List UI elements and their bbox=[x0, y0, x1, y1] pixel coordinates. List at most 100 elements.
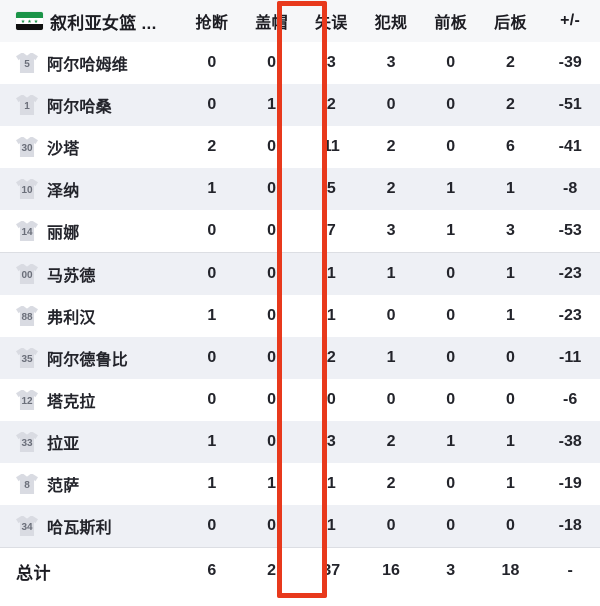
table-row[interactable]: 10 泽纳 1 0 5 2 1 1 -8 bbox=[0, 168, 600, 210]
cell-fouls: 0 bbox=[386, 517, 396, 534]
cell-oreb: 0 bbox=[446, 307, 456, 324]
table-row[interactable]: 8 范萨 1 1 1 2 0 1 -19 bbox=[0, 463, 600, 505]
totals-steals: 6 bbox=[207, 562, 217, 579]
cell-turnovers: 3 bbox=[326, 54, 336, 71]
table-row[interactable]: 5 阿尔哈姆维 0 0 3 3 0 2 -39 bbox=[0, 42, 600, 84]
cell-plusminus: -53 bbox=[558, 222, 582, 239]
cell-turnovers: 1 bbox=[326, 517, 336, 534]
cell-steals: 0 bbox=[207, 222, 217, 239]
cell-plusminus: -19 bbox=[558, 475, 582, 492]
totals-turnovers: 37 bbox=[322, 562, 341, 579]
jersey-number: 10 bbox=[21, 184, 33, 196]
cell-blocks: 0 bbox=[267, 265, 277, 282]
cell-steals: 1 bbox=[207, 433, 217, 450]
player-cell[interactable]: 33 拉亚 bbox=[0, 430, 182, 454]
cell-oreb: 0 bbox=[446, 96, 456, 113]
table-row[interactable]: 30 沙塔 2 0 11 2 0 6 -41 bbox=[0, 126, 600, 168]
cell-blocks: 1 bbox=[267, 96, 277, 113]
table-row[interactable]: 35 阿尔德鲁比 0 0 2 1 0 0 -11 bbox=[0, 337, 600, 379]
cell-plusminus: -18 bbox=[558, 517, 582, 534]
cell-blocks: 0 bbox=[267, 138, 277, 155]
column-header-dreb[interactable]: 后板 bbox=[494, 15, 527, 32]
cell-plusminus: -8 bbox=[563, 180, 578, 197]
cell-dreb: 1 bbox=[506, 475, 515, 492]
jersey-number: 1 bbox=[24, 100, 30, 112]
player-cell[interactable]: 8 范萨 bbox=[0, 472, 182, 496]
totals-plusminus: - bbox=[567, 562, 573, 579]
column-header-steals[interactable]: 抢断 bbox=[195, 15, 229, 32]
table-row[interactable]: 1 阿尔哈桑 0 1 2 0 0 2 -51 bbox=[0, 84, 600, 126]
totals-label: 总计 bbox=[16, 563, 51, 583]
cell-steals: 0 bbox=[207, 54, 217, 71]
cell-plusminus: -51 bbox=[558, 96, 582, 113]
player-name: 塔克拉 bbox=[47, 394, 96, 411]
player-cell[interactable]: 34 哈瓦斯利 bbox=[0, 514, 182, 538]
jersey-number: 88 bbox=[21, 311, 33, 323]
team-header-cell[interactable]: 叙利亚女篮 ... bbox=[0, 9, 182, 34]
cell-fouls: 3 bbox=[386, 222, 396, 239]
column-header-fouls[interactable]: 犯规 bbox=[374, 15, 408, 32]
cell-oreb: 0 bbox=[446, 391, 456, 408]
cell-dreb: 2 bbox=[506, 54, 515, 71]
cell-turnovers: 5 bbox=[326, 180, 336, 197]
cell-blocks: 0 bbox=[267, 307, 277, 324]
table-row[interactable]: 12 塔克拉 0 0 0 0 0 0 -6 bbox=[0, 379, 600, 421]
table-row[interactable]: 34 哈瓦斯利 0 0 1 0 0 0 -18 bbox=[0, 505, 600, 547]
jersey-icon: 10 bbox=[16, 179, 38, 199]
cell-fouls: 3 bbox=[386, 54, 396, 71]
player-name: 哈瓦斯利 bbox=[47, 520, 112, 537]
table-row[interactable]: 14 丽娜 0 0 7 3 1 3 -53 bbox=[0, 210, 600, 253]
player-cell[interactable]: 14 丽娜 bbox=[0, 219, 182, 243]
cell-plusminus: -38 bbox=[558, 433, 582, 450]
syria-flag-icon bbox=[16, 12, 43, 30]
cell-turnovers: 0 bbox=[326, 391, 336, 408]
cell-blocks: 1 bbox=[267, 475, 277, 492]
cell-blocks: 0 bbox=[267, 433, 277, 450]
cell-steals: 0 bbox=[207, 265, 217, 282]
totals-fouls: 16 bbox=[382, 562, 400, 579]
cell-dreb: 6 bbox=[506, 138, 515, 155]
cell-oreb: 0 bbox=[446, 517, 456, 534]
cell-steals: 0 bbox=[207, 391, 217, 408]
table-row[interactable]: 00 马苏德 0 0 1 1 0 1 -23 bbox=[0, 253, 600, 295]
cell-turnovers: 1 bbox=[326, 265, 336, 282]
cell-steals: 1 bbox=[207, 475, 217, 492]
player-name: 范萨 bbox=[47, 478, 80, 495]
player-cell[interactable]: 88 弗利汉 bbox=[0, 304, 182, 328]
cell-oreb: 0 bbox=[446, 475, 456, 492]
jersey-number: 12 bbox=[21, 395, 33, 407]
player-cell[interactable]: 5 阿尔哈姆维 bbox=[0, 51, 182, 75]
player-cell[interactable]: 00 马苏德 bbox=[0, 262, 182, 286]
cell-blocks: 0 bbox=[267, 391, 277, 408]
column-header-plusminus[interactable]: +/- bbox=[560, 12, 581, 29]
cell-dreb: 0 bbox=[506, 349, 515, 366]
player-cell[interactable]: 10 泽纳 bbox=[0, 177, 182, 201]
player-cell[interactable]: 12 塔克拉 bbox=[0, 388, 182, 412]
column-header-blocks[interactable]: 盖帽 bbox=[255, 15, 288, 32]
cell-fouls: 2 bbox=[386, 138, 396, 155]
cell-dreb: 1 bbox=[506, 180, 515, 197]
column-header-oreb[interactable]: 前板 bbox=[434, 15, 468, 32]
jersey-icon: 00 bbox=[16, 264, 38, 284]
player-cell[interactable]: 35 阿尔德鲁比 bbox=[0, 346, 182, 370]
player-name: 沙塔 bbox=[47, 141, 80, 158]
cell-steals: 0 bbox=[207, 349, 217, 366]
cell-plusminus: -11 bbox=[559, 349, 582, 366]
cell-blocks: 0 bbox=[267, 54, 277, 71]
player-name: 阿尔哈桑 bbox=[47, 99, 112, 116]
cell-steals: 2 bbox=[207, 138, 217, 155]
cell-fouls: 2 bbox=[386, 475, 396, 492]
table-row[interactable]: 33 拉亚 1 0 3 2 1 1 -38 bbox=[0, 421, 600, 463]
cell-blocks: 0 bbox=[267, 180, 277, 197]
cell-turnovers: 2 bbox=[326, 349, 336, 366]
column-header-turnovers[interactable]: 失误 bbox=[314, 15, 348, 32]
jersey-icon: 14 bbox=[16, 221, 38, 241]
jersey-icon: 33 bbox=[16, 432, 38, 452]
player-cell[interactable]: 30 沙塔 bbox=[0, 135, 182, 159]
table-row[interactable]: 88 弗利汉 1 0 1 0 0 1 -23 bbox=[0, 295, 600, 337]
jersey-icon: 1 bbox=[16, 95, 38, 115]
player-cell[interactable]: 1 阿尔哈桑 bbox=[0, 93, 182, 117]
cell-fouls: 0 bbox=[386, 96, 396, 113]
jersey-icon: 12 bbox=[16, 390, 38, 410]
